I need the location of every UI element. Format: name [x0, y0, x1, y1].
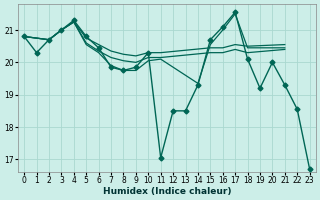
X-axis label: Humidex (Indice chaleur): Humidex (Indice chaleur) — [103, 187, 231, 196]
